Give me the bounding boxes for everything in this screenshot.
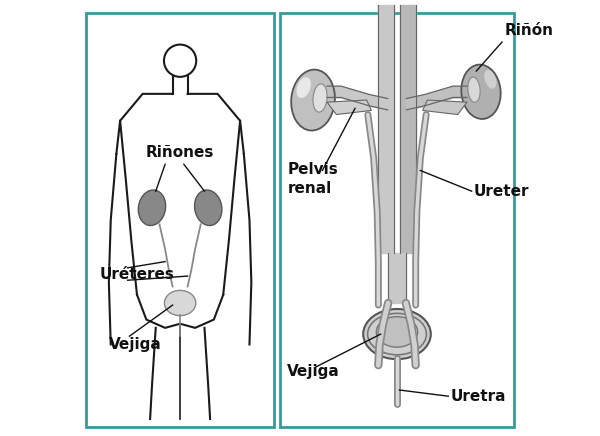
Text: Vejiga: Vejiga xyxy=(287,364,340,379)
Text: Riñones: Riñones xyxy=(146,145,214,160)
Text: Ureter: Ureter xyxy=(474,184,529,199)
Ellipse shape xyxy=(291,70,335,130)
Text: Uretra: Uretra xyxy=(451,389,506,404)
Text: Pelvis
renal: Pelvis renal xyxy=(287,162,338,196)
Ellipse shape xyxy=(139,190,166,225)
Polygon shape xyxy=(422,100,467,115)
Polygon shape xyxy=(327,100,371,115)
Text: Uréteres: Uréteres xyxy=(100,266,175,282)
Ellipse shape xyxy=(194,190,222,225)
FancyBboxPatch shape xyxy=(280,13,514,427)
FancyBboxPatch shape xyxy=(86,13,274,427)
Ellipse shape xyxy=(484,70,496,89)
Ellipse shape xyxy=(468,77,480,102)
Ellipse shape xyxy=(363,309,431,359)
Ellipse shape xyxy=(461,65,500,119)
Ellipse shape xyxy=(164,290,196,316)
Text: Riñón: Riñón xyxy=(505,23,553,38)
Ellipse shape xyxy=(376,317,418,347)
Ellipse shape xyxy=(296,77,311,98)
Text: Vejiga: Vejiga xyxy=(109,337,161,352)
Ellipse shape xyxy=(313,84,327,112)
